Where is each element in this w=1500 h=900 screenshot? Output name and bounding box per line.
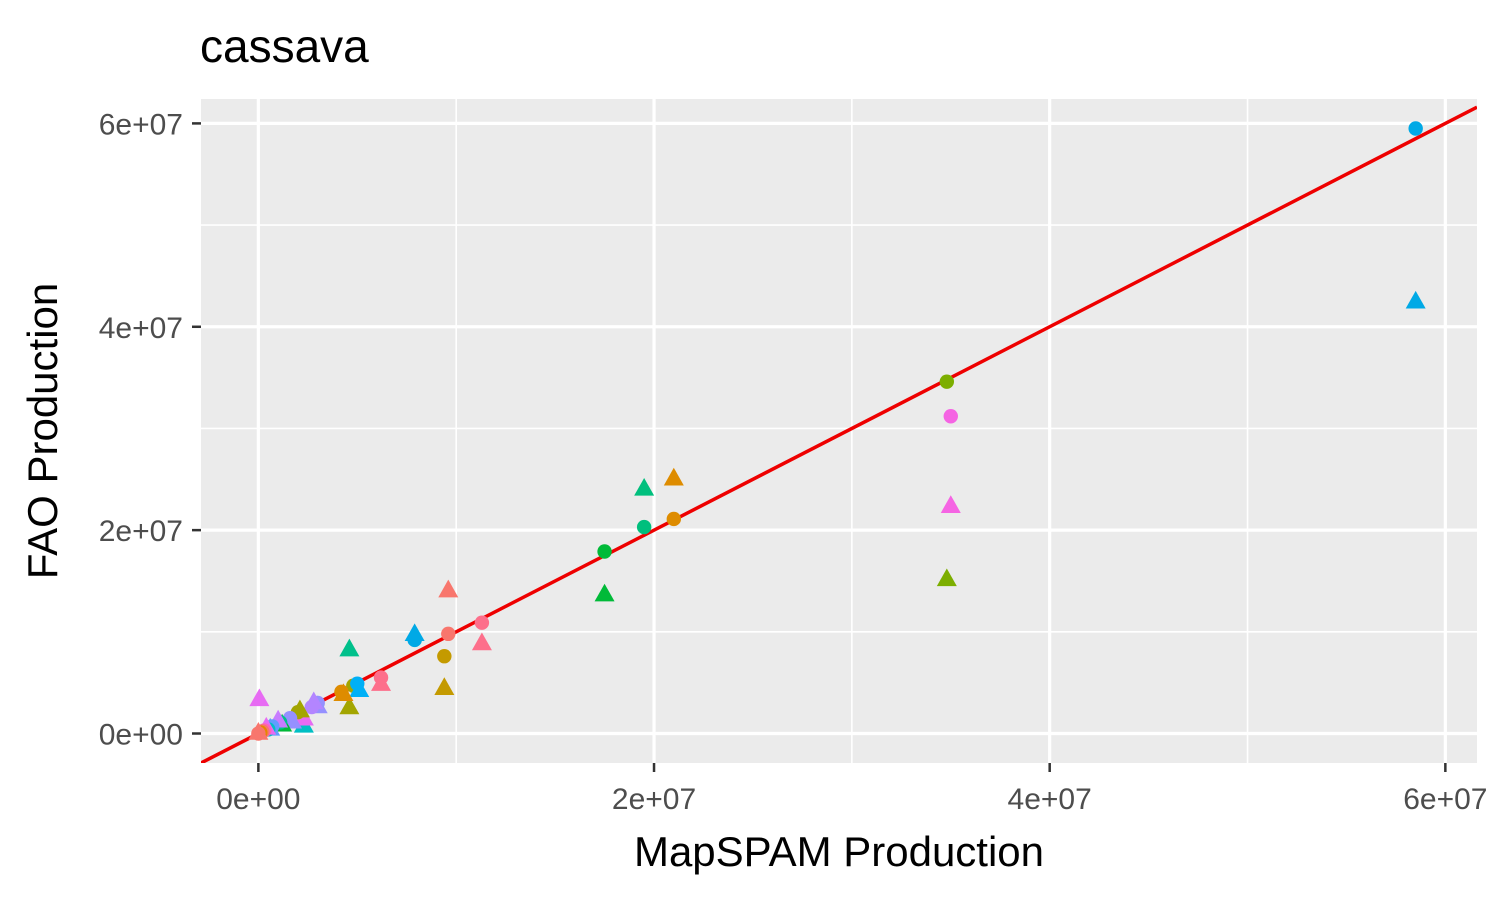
data-point-triangle xyxy=(594,583,615,602)
data-point-triangle xyxy=(248,721,269,740)
data-point-triangle xyxy=(663,467,684,486)
y-tick-label: 6e+07 xyxy=(99,108,183,141)
data-point-circle xyxy=(939,374,955,389)
data-point-circle xyxy=(666,511,682,527)
y-axis: 0e+00 2e+07 4e+07 6e+07 xyxy=(99,108,201,752)
x-axis: 0e+00 2e+07 4e+07 6e+07 xyxy=(216,763,1487,816)
y-tick-label: 0e+00 xyxy=(99,719,183,752)
data-point-triangle xyxy=(339,696,360,715)
data-point-circle xyxy=(597,544,612,559)
data-point-triangle xyxy=(339,638,360,657)
data-point-triangle xyxy=(349,679,370,697)
data-point-triangle xyxy=(289,699,310,718)
x-tick-label: 0e+00 xyxy=(216,783,300,816)
data-point-triangle xyxy=(371,673,392,691)
y-axis-title: FAO Production xyxy=(19,283,66,579)
data-point-triangle xyxy=(333,683,354,702)
data-point-circle xyxy=(474,615,490,630)
data-point-triangle xyxy=(936,568,957,587)
data-point-triangle xyxy=(303,691,324,710)
data-point-circle xyxy=(636,519,652,535)
chart-title: cassava xyxy=(200,20,369,72)
data-point-triangle xyxy=(1405,290,1426,309)
x-axis-title: MapSPAM Production xyxy=(634,828,1044,875)
data-point-circle xyxy=(943,409,958,424)
data-point-triangle xyxy=(940,495,961,513)
y-tick-label: 4e+07 xyxy=(99,312,183,345)
major-gridlines xyxy=(201,99,1477,763)
data-point-triangle xyxy=(434,677,455,695)
reference-line-group xyxy=(201,105,1477,763)
data-point-circle xyxy=(1408,121,1423,136)
data-point-triangle xyxy=(634,477,655,496)
data-point-circle xyxy=(441,626,456,642)
reference-line xyxy=(201,105,1477,763)
data-point-triangle xyxy=(404,623,425,642)
data-point-triangle xyxy=(471,632,492,651)
y-tick-label: 2e+07 xyxy=(99,515,183,548)
x-tick-label: 2e+07 xyxy=(612,783,696,816)
x-tick-label: 4e+07 xyxy=(1008,783,1092,816)
x-tick-label: 6e+07 xyxy=(1403,783,1487,816)
data-point-circle xyxy=(437,649,452,664)
data-point-triangle xyxy=(438,579,459,598)
data-points xyxy=(248,121,1426,741)
data-point-triangle xyxy=(249,688,270,707)
